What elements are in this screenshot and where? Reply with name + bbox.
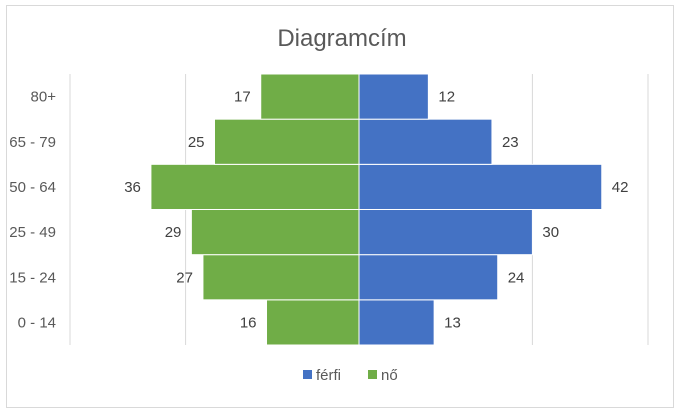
bar-no [190,209,360,256]
category-label: 25 - 49 [9,224,56,241]
bar-no [266,299,360,346]
chart-title: Diagramcím [277,25,406,52]
category-label: 15 - 24 [9,269,56,286]
data-label-ferfi: 24 [508,269,525,286]
category-label: 80+ [31,89,57,106]
bar-ferfi [358,163,603,210]
bar-no [150,163,360,210]
data-label-no: 17 [234,89,251,106]
bar-ferfi [358,299,435,346]
bar-no [214,118,360,165]
bar-ferfi [358,209,533,256]
data-label-no: 29 [165,224,182,241]
data-label-ferfi: 30 [542,224,559,241]
legend-label: nő [381,367,398,384]
data-label-no: 16 [240,314,257,331]
category-axis-labels: 0 - 14 15 - 24 25 - 49 50 - 64 65 - 79 80+ [9,89,56,332]
data-label-no: 27 [176,269,193,286]
data-label-no: 36 [124,179,141,196]
legend-swatch [303,370,312,379]
bar-no [260,73,360,120]
legend-swatch [368,370,377,379]
category-label: 50 - 64 [9,179,56,196]
data-label-ferfi: 13 [444,314,461,331]
bars-group [150,73,603,346]
bar-no [202,254,360,301]
data-label-ferfi: 23 [502,134,519,151]
data-label-ferfi: 12 [438,89,455,106]
data-label-ferfi: 42 [612,179,629,196]
bar-ferfi [358,254,499,301]
bar-ferfi [358,73,429,120]
data-labels-group: 13 16 24 27 30 29 42 36 23 25 12 17 [124,89,628,332]
bar-ferfi [358,118,493,165]
category-label: 0 - 14 [18,314,56,331]
legend: férfi nő [303,367,398,384]
category-label: 65 - 79 [9,134,56,151]
legend-label: férfi [316,367,341,384]
data-label-no: 25 [188,134,205,151]
